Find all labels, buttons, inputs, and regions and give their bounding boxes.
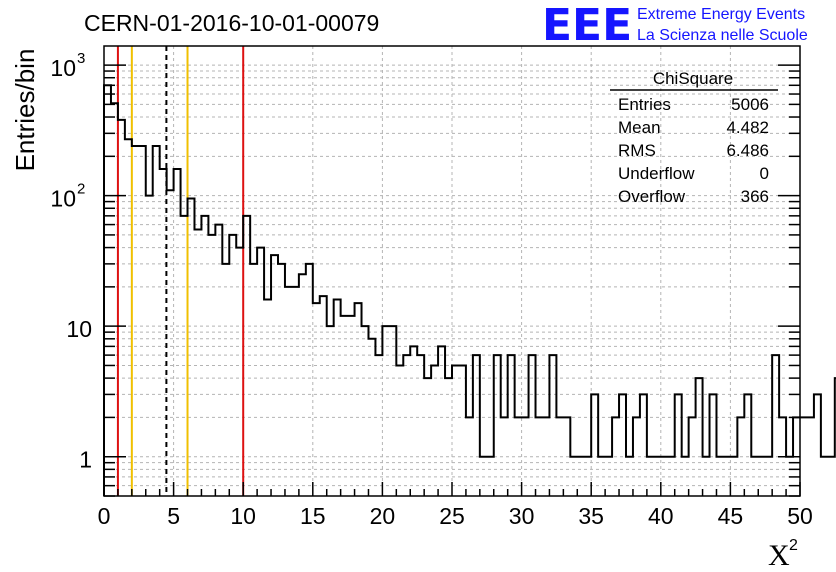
y-tick-exponent: 3: [77, 50, 85, 67]
stats-row-label: Underflow: [618, 164, 695, 183]
x-tick-label: 5: [167, 503, 180, 529]
x-axis-superscript: 2: [789, 537, 798, 554]
x-tick-label: 40: [648, 503, 674, 529]
x-tick-label: 30: [509, 503, 535, 529]
x-axis-symbol: X: [768, 539, 790, 572]
stats-row-value: 0: [760, 164, 769, 183]
x-tick-label: 50: [787, 503, 813, 529]
y-tick-exponent: 2: [77, 181, 85, 198]
axis-ticks: [103, 64, 801, 497]
stats-row-value: 366: [741, 187, 769, 206]
y-tick-label: 10: [66, 316, 92, 342]
stats-title: ChiSquare: [653, 69, 733, 88]
histogram-line: [103, 84, 836, 496]
x-tick-label: 15: [300, 503, 326, 529]
stats-row-value: 4.482: [726, 118, 769, 137]
x-tick-labels: 0 5 10 15 20 25 30 35 40 45 50: [98, 503, 813, 529]
x-tick-label: 10: [230, 503, 256, 529]
stats-row-value: 6.486: [726, 141, 769, 160]
x-tick-label: 0: [98, 503, 111, 529]
x-tick-label: 25: [439, 503, 465, 529]
stats-row-label: Overflow: [618, 187, 686, 206]
stats-box: ChiSquare Entries 5006 Mean 4.482 RMS 6.486 Un…: [610, 69, 778, 206]
y-tick-label: 10: [50, 186, 76, 212]
y-axis-label: Entries/bin: [10, 49, 40, 172]
stats-row-label: RMS: [618, 141, 656, 160]
stats-row-label: Mean: [618, 118, 661, 137]
logo-line-1: Extreme Energy Events: [637, 6, 805, 23]
logo-mark: EEE: [542, 0, 632, 51]
stats-row-value: 5006: [731, 95, 769, 114]
stats-rows: Entries 5006 Mean 4.482 RMS 6.486 Underflow 0 Ov…: [618, 95, 769, 206]
x-axis-label: X 2: [768, 537, 798, 572]
reference-lines: [116, 46, 245, 496]
logo-line-2: La Scienza nelle Scuole: [637, 27, 808, 44]
x-tick-label: 45: [718, 503, 744, 529]
y-tick-label: 1: [79, 447, 92, 473]
y-tick-label: 10: [50, 55, 76, 81]
x-tick-label: 35: [578, 503, 604, 529]
run-title: CERN-01-2016-10-01-00079: [84, 10, 379, 36]
x-tick-label: 20: [370, 503, 396, 529]
eee-logo: EEE Extreme Energy Events La Scienza nel…: [542, 0, 808, 51]
stats-row-label: Entries: [618, 95, 671, 114]
